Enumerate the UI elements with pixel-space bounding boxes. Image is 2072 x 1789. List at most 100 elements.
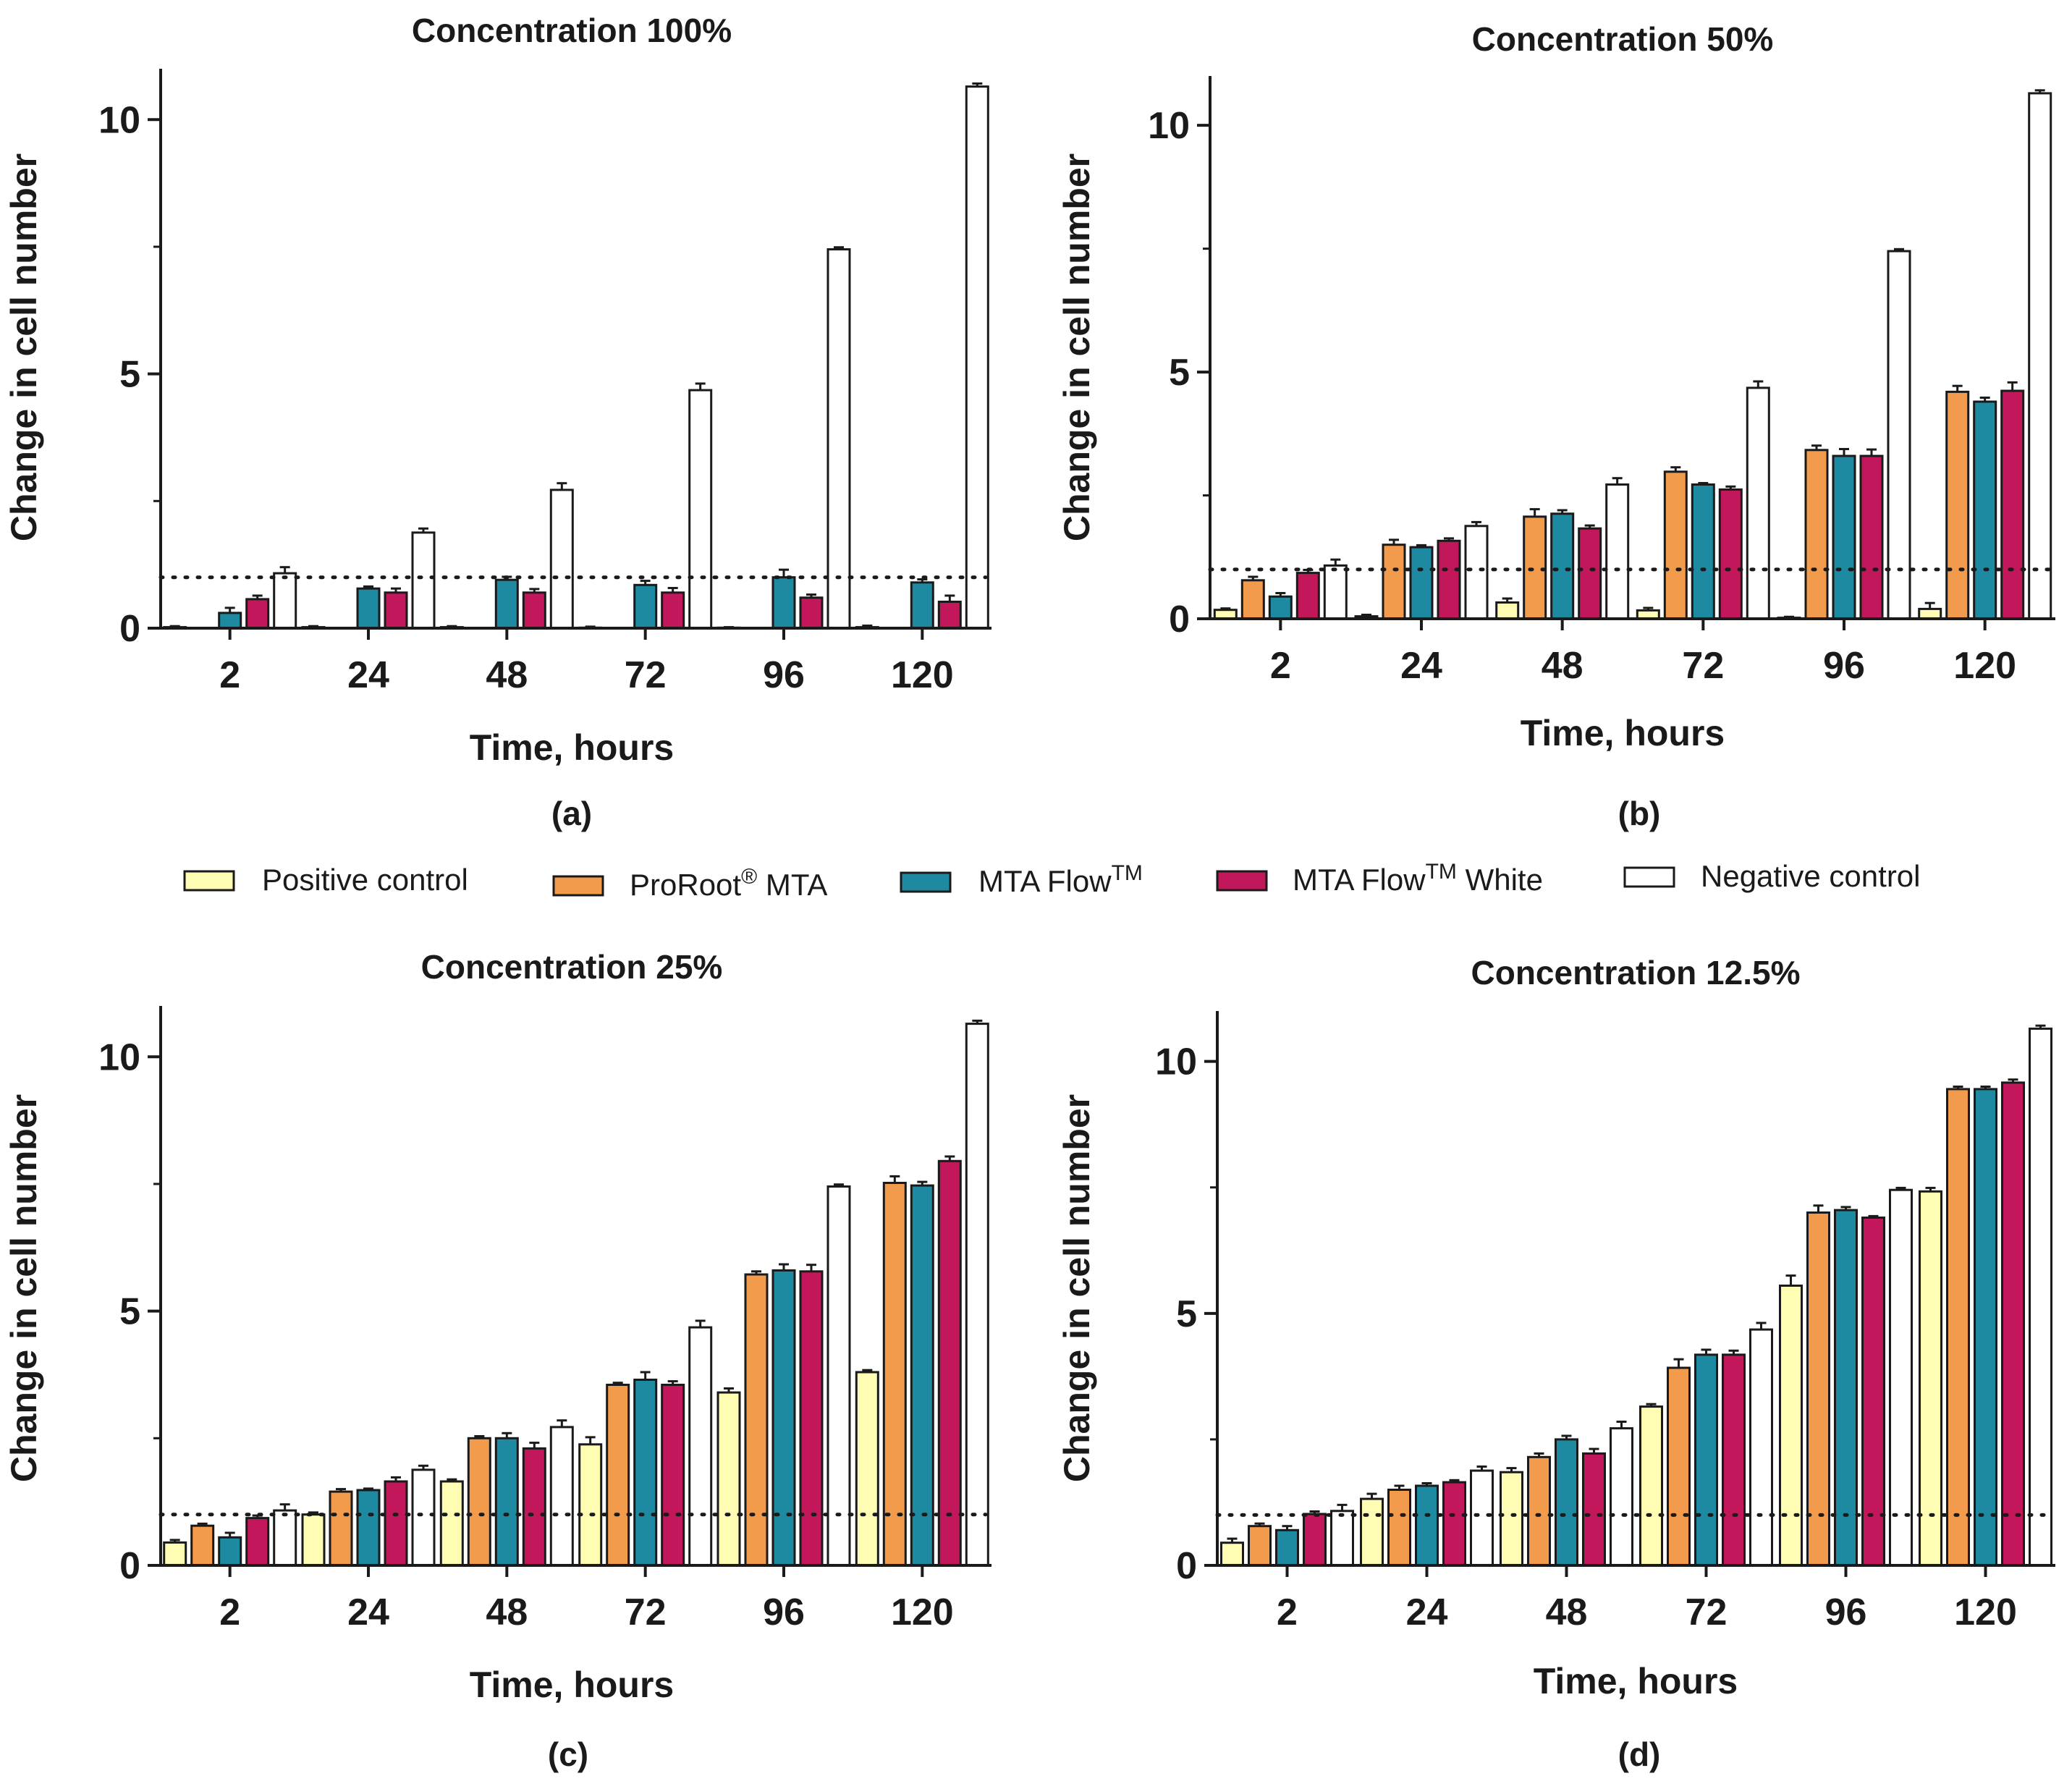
x-tick-label: 120 (891, 654, 954, 696)
bar (1746, 386, 1770, 620)
x-tick-label: 48 (486, 654, 528, 696)
bar (1861, 1217, 1885, 1567)
bar (1691, 483, 1715, 620)
bar (301, 1513, 326, 1567)
error-bar (1589, 1447, 1599, 1454)
error-bar (1330, 558, 1341, 566)
error-bar (972, 82, 983, 87)
legend-swatch (1216, 870, 1268, 892)
chart-title: Concentration 12.5% (1471, 954, 1801, 991)
legend-item: Negative control (1623, 859, 1921, 893)
bar (1639, 1405, 1663, 1567)
error-bar (557, 1419, 567, 1427)
y-tick-label: 5 (1176, 1293, 1197, 1335)
legend-label: MTA FlowTM (978, 861, 1143, 898)
error-bar (2035, 1024, 2046, 1029)
bar (1804, 449, 1829, 620)
x-tick-label: 72 (625, 1591, 667, 1633)
error-bar (252, 594, 263, 599)
error-bar (1394, 1484, 1405, 1490)
bar (1464, 525, 1489, 620)
x-tick-label: 96 (763, 1591, 805, 1633)
y-tick-label: 10 (1155, 1041, 1197, 1083)
bar (494, 1437, 519, 1567)
error-bar (779, 1263, 789, 1271)
error-bar (1924, 601, 1935, 609)
x-tick-label: 24 (347, 1591, 389, 1633)
bar (1834, 1209, 1858, 1567)
bar (411, 1468, 436, 1567)
error-bar (1952, 384, 1963, 392)
error-bar (862, 1369, 873, 1372)
x-tick-label: 24 (1400, 645, 1442, 687)
error-bar (667, 1380, 678, 1385)
x-axis-label: Time, hours (470, 1665, 674, 1705)
error-bar (1561, 1434, 1572, 1439)
bar (1859, 454, 1884, 620)
y-tick-label: 5 (1169, 352, 1190, 394)
bar (826, 248, 851, 630)
chart-title: Concentration 100% (412, 12, 732, 49)
error-bar (1953, 1086, 1963, 1089)
x-tick-label: 96 (1823, 645, 1865, 687)
panel-label: (b) (1618, 795, 1661, 832)
panels: Concentration 100% 0 5 10 2 24 48 72 96 120 Time, … (4, 12, 2055, 1773)
bar (1718, 488, 1743, 620)
error-bar (1811, 444, 1822, 450)
bar (1220, 1541, 1244, 1567)
error-bar (1476, 1466, 1487, 1471)
bar (2029, 1027, 2052, 1567)
bar (1268, 595, 1293, 620)
y-tick-label: 5 (119, 354, 140, 396)
bar (1240, 579, 1265, 620)
bar (2000, 389, 2025, 620)
error-bar (1366, 1492, 1377, 1500)
bar (1555, 1438, 1578, 1567)
bar (688, 389, 713, 630)
bar (1945, 390, 1970, 620)
x-tick-label: 24 (1406, 1591, 1448, 1633)
bar (855, 1371, 879, 1567)
error-bar (308, 1511, 318, 1515)
error-bar (944, 1155, 955, 1162)
error-bar (2034, 89, 2045, 93)
legend-item: Positive control (183, 863, 468, 897)
error-bar (336, 1488, 346, 1492)
error-bar (1643, 606, 1654, 611)
error-bar (502, 1431, 512, 1439)
error-bar (1866, 448, 1877, 456)
bar (578, 1443, 603, 1567)
bar (439, 1480, 464, 1567)
legend-item: MTA FlowTM (900, 861, 1143, 898)
bar (799, 596, 824, 630)
bar (522, 591, 546, 630)
y-axis-label: Change in cell number (4, 1094, 44, 1482)
error-bar (279, 1503, 290, 1511)
bar (1578, 527, 1602, 620)
error-bar (806, 1264, 816, 1272)
error-bar (1282, 1525, 1293, 1531)
x-tick-label: 48 (1542, 645, 1583, 687)
x-tick-label: 120 (891, 1591, 954, 1633)
error-bar (1220, 607, 1231, 610)
error-bar (806, 593, 816, 598)
chart-panel-1: Concentration 100% 0 5 10 2 24 48 72 96 120 Time, … (4, 12, 991, 832)
bar (384, 591, 408, 630)
chart-panel-2: Concentration 50% 0 5 10 2 24 48 72 96 120 Time, h… (1057, 20, 2055, 832)
x-tick-label: 96 (1825, 1591, 1867, 1633)
error-bar (391, 587, 401, 593)
y-tick-label: 10 (98, 99, 140, 141)
error-bar (889, 1175, 900, 1183)
legend-item: ProRoot® MTA (552, 865, 827, 902)
error-bar (1416, 544, 1426, 548)
bar (273, 572, 297, 630)
bar (744, 1273, 769, 1567)
x-tick-label: 120 (1953, 645, 2016, 687)
error-bar (612, 1382, 623, 1385)
y-tick-label: 0 (119, 1545, 140, 1587)
bar (1582, 1452, 1606, 1567)
error-bar (1756, 1321, 1767, 1330)
legend-label: Positive control (262, 863, 468, 897)
error-bar (695, 382, 706, 391)
